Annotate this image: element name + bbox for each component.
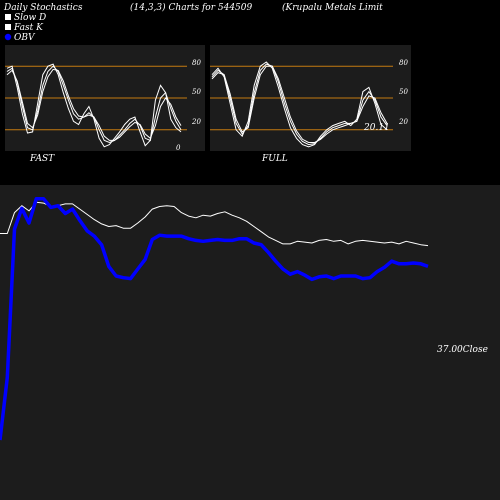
legend-swatch-obv [4,33,12,41]
obv-line [0,196,429,441]
fast-ytick-50: 50 [192,88,201,96]
fast-stoch-line-2 [6,68,182,141]
full-stoch-line-0 [211,61,388,148]
fast-ytick-20: 20 [191,118,201,126]
full-ytick-50: 50 [399,88,408,96]
company-name: (Krupalu Metals Limit [282,2,383,13]
fast-stoch-line-0 [6,63,182,148]
legend-swatch-slow-d [5,14,11,20]
fast-value-label: 0 [176,144,181,152]
fast-ytick-80: 80 [192,59,201,67]
legend: Slow D Fast K OBV [4,13,46,43]
legend-label-slow-d: Slow D [14,13,46,23]
legend-label-obv: OBV [14,33,36,43]
fast-panel-title: FAST [29,154,55,164]
chart-title: Daily Stochastics [3,3,83,13]
close-price-line [0,201,429,247]
legend-swatch-fast-k [5,24,11,30]
chart-params: (14,3,3) Charts for 544509 [130,2,252,13]
legend-label-fast-k: Fast K [13,23,44,33]
full-ytick-80: 80 [399,59,408,67]
price-obv-panel: 37.00Close [0,185,500,500]
full-panel-title: FULL [261,154,288,164]
full-value-label: 20.11 [363,123,390,133]
full-stochastics-panel: 80 50 20 20.11 FULL [210,45,411,164]
fast-stochastics-panel: 80 50 20 0 FAST [5,45,205,164]
full-ytick-20: 20 [398,118,408,126]
main-panel-background [0,185,500,500]
full-stoch-line-2 [211,65,388,143]
close-price-label: 37.00Close [437,345,488,355]
